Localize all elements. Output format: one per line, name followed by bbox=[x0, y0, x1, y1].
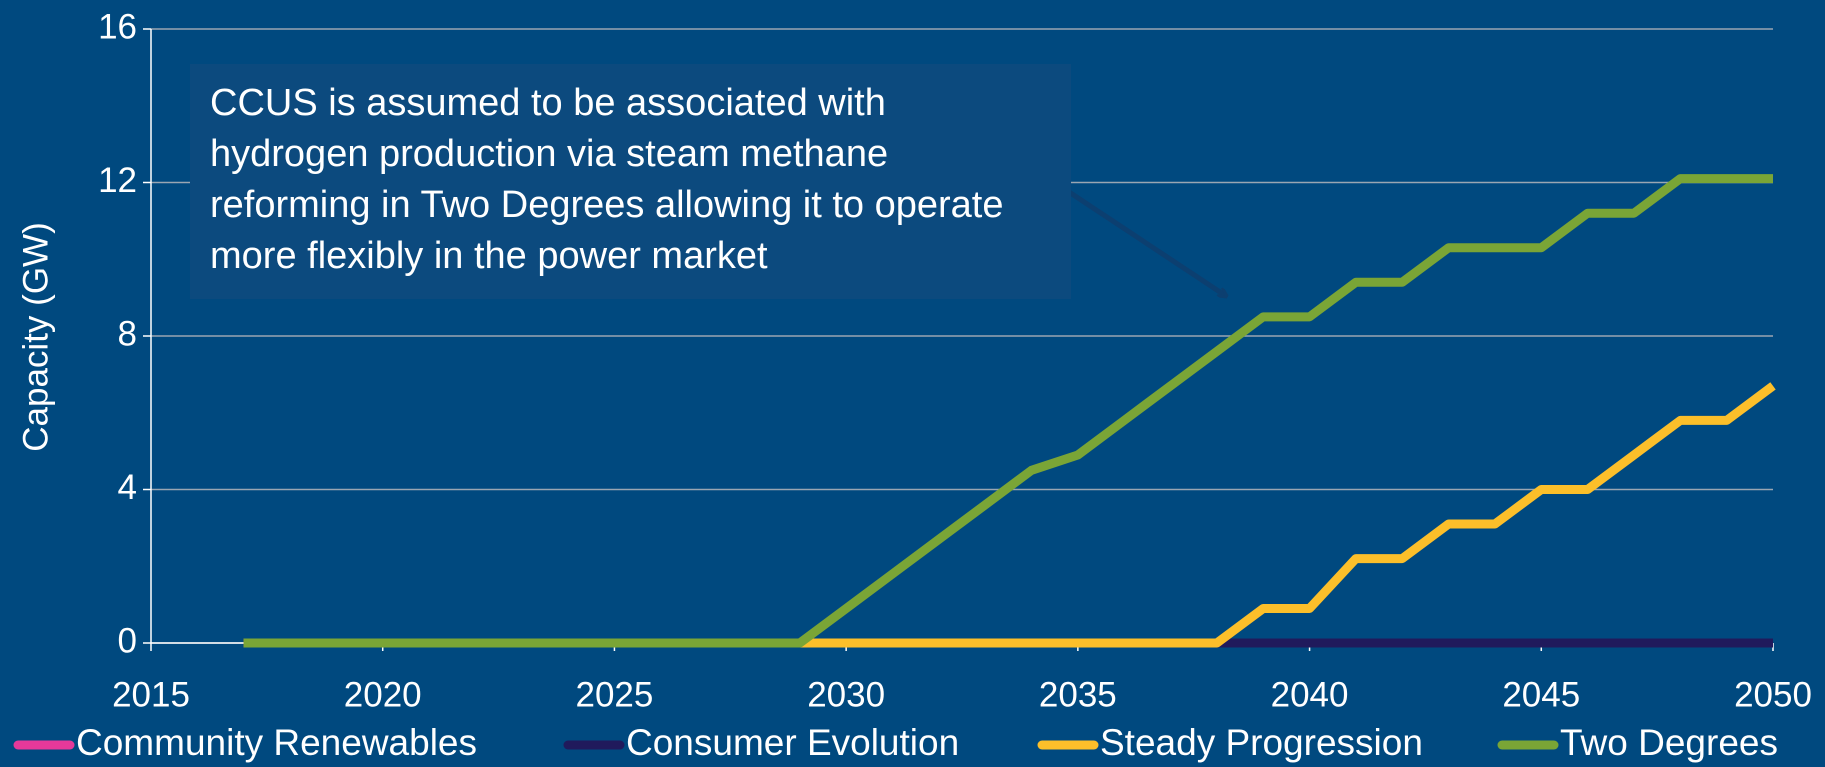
annotation-arrow bbox=[1067, 189, 1226, 296]
x-tick-label: 2015 bbox=[112, 675, 190, 714]
x-tick-label: 2020 bbox=[344, 675, 422, 714]
y-tick-label: 0 bbox=[118, 621, 137, 660]
legend-label: Community Renewables bbox=[76, 722, 477, 763]
x-tick-label: 2025 bbox=[575, 675, 653, 714]
legend-label: Two Degrees bbox=[1560, 722, 1778, 763]
annotation: CCUS is assumed to be associated with hy… bbox=[190, 64, 1071, 299]
x-tick-label: 2040 bbox=[1271, 675, 1349, 714]
y-tick-label: 8 bbox=[118, 314, 137, 353]
y-tick-label: 16 bbox=[98, 7, 137, 46]
y-tick-label: 12 bbox=[98, 161, 137, 200]
y-tick-label: 4 bbox=[118, 468, 137, 507]
y-axis-label: Capacity (GW) bbox=[16, 222, 55, 451]
legend-label: Consumer Evolution bbox=[626, 722, 959, 763]
x-tick-label: 2045 bbox=[1502, 675, 1580, 714]
series-line bbox=[243, 382, 1776, 648]
series-line bbox=[243, 174, 1773, 648]
x-tick-label: 2035 bbox=[1039, 675, 1117, 714]
x-tick-label: 2050 bbox=[1734, 675, 1812, 714]
x-tick-label: 2030 bbox=[807, 675, 885, 714]
legend-label: Steady Progression bbox=[1100, 722, 1423, 763]
